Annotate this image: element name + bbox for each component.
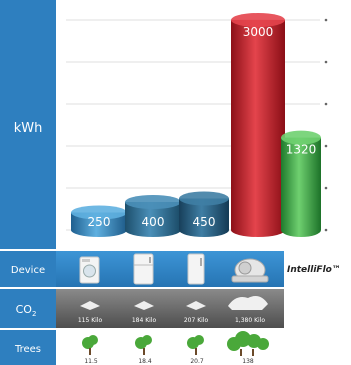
trees-value: 20.7 <box>190 358 204 365</box>
bar <box>71 205 127 237</box>
bar <box>179 191 229 237</box>
trees-value: 138 <box>242 358 254 365</box>
sidebar-divider <box>0 328 56 330</box>
bar-value-label: 1320 <box>286 143 317 157</box>
sidebar <box>0 0 56 365</box>
co2-pile-icons <box>80 296 268 310</box>
tick-mark <box>324 144 328 148</box>
row-label-device: Device <box>11 265 45 276</box>
bars: 250 400 450 3000 1320 <box>71 13 321 237</box>
row-label-trees: Trees <box>14 344 41 355</box>
bar-value-label: 450 <box>193 215 216 229</box>
brand-label: IntelliFlo™ <box>287 265 341 275</box>
y-axis-label: kWh <box>14 121 43 136</box>
bar <box>231 13 285 237</box>
co2-value: 207 Kilo <box>184 317 209 324</box>
co2-value: 1,380 Kilo <box>235 317 265 324</box>
sidebar-divider <box>0 249 56 251</box>
washing-machine-icon <box>79 256 100 284</box>
tick-mark <box>324 228 328 232</box>
bar <box>281 130 321 237</box>
tick-mark <box>324 102 328 106</box>
bar-value-label: 250 <box>88 215 111 229</box>
tree-icons <box>82 331 269 356</box>
pool-pump-icon <box>231 258 269 283</box>
co2-value: 115 Kilo <box>78 317 103 324</box>
bar-value-label: 400 <box>142 215 165 229</box>
tick-mark <box>324 18 328 22</box>
freezer-icon <box>187 253 205 285</box>
row-label-co2: CO2 <box>16 303 37 318</box>
co2-value: 184 Kilo <box>132 317 157 324</box>
sidebar-divider <box>0 287 56 289</box>
tick-mark <box>324 186 328 190</box>
refrigerator-icon <box>133 253 154 285</box>
tick-mark <box>324 60 328 64</box>
bar-value-label: 3000 <box>243 25 274 39</box>
trees-value: 11.5 <box>84 358 98 365</box>
bar <box>125 195 181 237</box>
trees-value: 18.4 <box>138 358 152 365</box>
